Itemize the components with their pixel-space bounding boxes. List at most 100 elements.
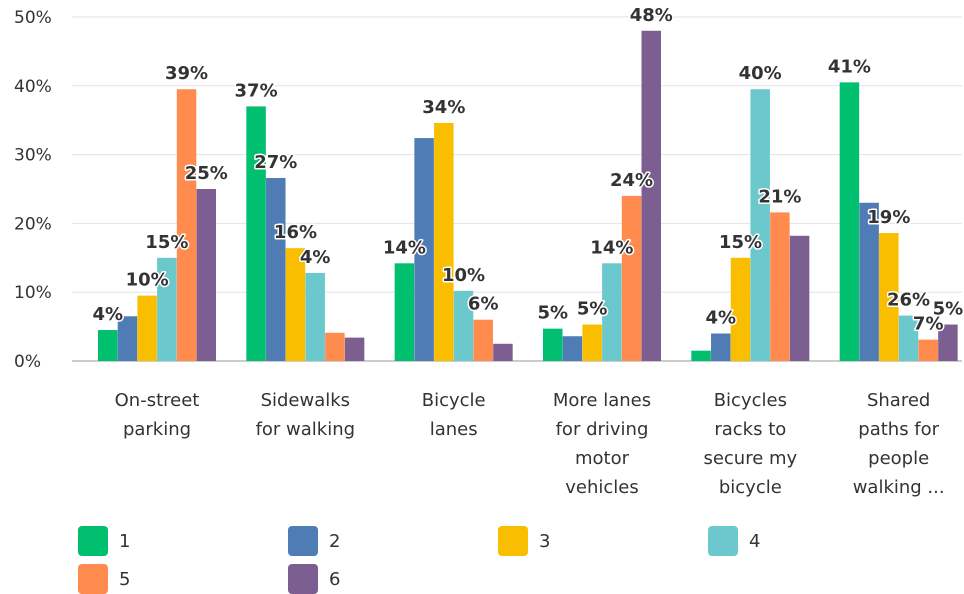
data-label: 10%: [126, 270, 169, 291]
legend-label: 5: [119, 568, 131, 590]
data-label: 14%: [590, 237, 633, 258]
data-label: 25%: [185, 163, 228, 184]
data-label: 4%: [92, 304, 123, 325]
bar: [750, 89, 770, 362]
category-label: More lanes: [553, 390, 651, 411]
data-label: 5%: [537, 303, 568, 324]
bar: [473, 319, 493, 361]
bar: [344, 337, 365, 361]
legend-swatch: [78, 564, 108, 594]
legend-swatch: [708, 526, 738, 556]
bar: [137, 295, 157, 361]
category-label: for walking: [256, 419, 355, 440]
category-label: Bicycle: [422, 390, 486, 411]
bar: [789, 235, 810, 361]
data-label: 10%: [442, 265, 485, 286]
y-tick-label: 30%: [14, 146, 52, 166]
bar: [938, 324, 958, 361]
category-label: paths for: [858, 419, 939, 440]
legend-item: 4: [708, 526, 760, 556]
bar: [859, 202, 879, 361]
legend-item: 3: [498, 526, 550, 556]
bar: [493, 343, 513, 361]
data-label: 5%: [577, 299, 608, 320]
bar: [414, 138, 434, 361]
data-label: 48%: [630, 5, 673, 26]
data-label: 40%: [739, 63, 782, 84]
y-tick-label: 20%: [14, 214, 52, 234]
data-label: 5%: [933, 299, 964, 320]
y-tick-label: 0%: [14, 352, 41, 372]
bar: [730, 257, 751, 361]
data-label: 24%: [610, 170, 653, 191]
legend-item: 6: [288, 564, 340, 594]
category-label: vehicles: [565, 477, 639, 498]
category-label: lanes: [430, 419, 478, 440]
category-label: On-street: [115, 390, 200, 411]
bar: [176, 89, 197, 362]
data-label: 16%: [274, 222, 317, 243]
bar: [434, 122, 454, 362]
bar: [98, 330, 118, 361]
legend-swatch: [78, 526, 108, 556]
data-label: 34%: [422, 97, 465, 118]
data-label: 4%: [300, 247, 331, 268]
legend-item: 1: [78, 526, 130, 556]
bar: [285, 248, 306, 361]
category-label: people: [868, 448, 929, 469]
y-tick-label: 50%: [14, 8, 52, 28]
legend-label: 6: [329, 568, 341, 590]
bar: [898, 315, 919, 361]
category-label: for driving: [556, 419, 649, 440]
bar: [543, 328, 563, 361]
legend-item: 5: [78, 564, 130, 594]
bar: [641, 30, 661, 361]
bar: [157, 257, 177, 361]
legend-swatch: [288, 526, 318, 556]
data-label: 15%: [145, 232, 188, 253]
bar: [879, 233, 899, 361]
data-label: 39%: [165, 63, 208, 84]
category-label: secure my: [703, 448, 797, 469]
data-label: 6%: [468, 294, 499, 315]
data-label: 26%: [887, 290, 930, 311]
legend-swatch: [288, 564, 318, 594]
bar-chart: 0%10%20%30%40%50%4%10%15%39%25%On-street…: [14, 3, 964, 498]
bar: [305, 272, 325, 361]
bar: [453, 290, 474, 361]
data-label: 21%: [758, 186, 801, 207]
category-label: motor: [575, 448, 630, 469]
bar: [394, 263, 415, 361]
bar: [582, 324, 602, 361]
bar: [266, 177, 286, 361]
legend-item: 2: [288, 526, 340, 556]
bar: [602, 263, 622, 361]
bar: [839, 82, 860, 362]
data-label: 41%: [828, 56, 871, 77]
category-label: parking: [123, 419, 191, 440]
bar: [562, 336, 583, 361]
bar: [325, 332, 345, 361]
data-label: 7%: [913, 314, 944, 335]
data-label: 27%: [254, 152, 297, 173]
category-label: bicycle: [719, 477, 782, 498]
bar: [711, 333, 731, 361]
category-label: walking ...: [853, 477, 945, 498]
legend-label: 1: [119, 530, 131, 552]
bar: [918, 339, 938, 361]
category-label: Shared: [867, 390, 930, 411]
legend-label: 3: [539, 530, 551, 552]
data-label: 19%: [867, 207, 910, 228]
bar: [770, 212, 790, 361]
legend-label: 4: [749, 530, 761, 552]
data-label: 14%: [383, 237, 426, 258]
bar: [196, 189, 216, 361]
bar: [691, 350, 711, 361]
data-label: 37%: [235, 80, 278, 101]
data-label: 15%: [719, 232, 762, 253]
bar: [246, 106, 266, 361]
y-tick-label: 40%: [14, 77, 52, 97]
legend-label: 2: [329, 530, 341, 552]
category-label: racks to: [714, 419, 786, 440]
bar: [117, 316, 138, 361]
